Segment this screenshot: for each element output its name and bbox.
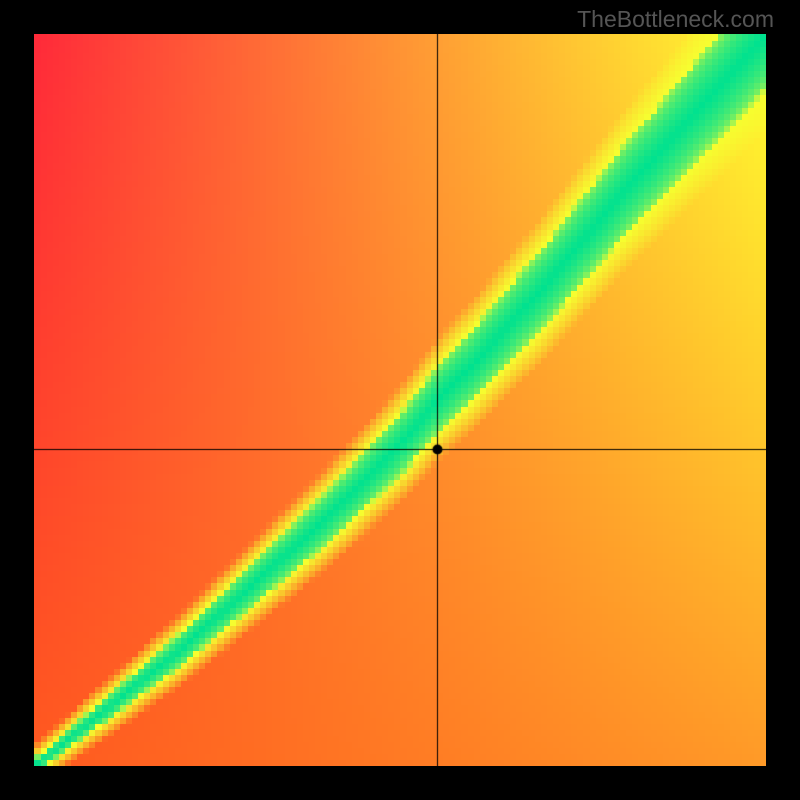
chart-container: TheBottleneck.com (0, 0, 800, 800)
watermark-text: TheBottleneck.com (577, 6, 774, 33)
crosshair-overlay (34, 34, 766, 766)
